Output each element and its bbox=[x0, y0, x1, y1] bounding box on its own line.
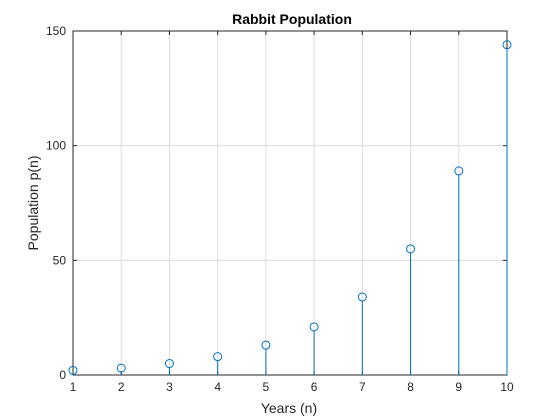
stems bbox=[72, 48, 508, 375]
stem-marker bbox=[406, 244, 416, 254]
axes-frame bbox=[72, 30, 508, 376]
x-tick-label: 8 bbox=[407, 380, 414, 394]
x-axis-label: Years (n) bbox=[261, 400, 317, 416]
y-tick-label: 100 bbox=[46, 139, 66, 153]
chart-title: Rabbit Population bbox=[232, 11, 352, 27]
y-tick-labels: 0 50 100 150 bbox=[46, 24, 66, 382]
stem-marker bbox=[502, 40, 512, 50]
y-tick-label: 150 bbox=[46, 24, 66, 38]
x-tick-label: 7 bbox=[359, 380, 366, 394]
stem-marker bbox=[213, 352, 223, 362]
x-tick-label: 3 bbox=[166, 380, 173, 394]
x-tick-label: 6 bbox=[311, 380, 318, 394]
y-tick-label: 0 bbox=[59, 368, 66, 382]
markers bbox=[68, 40, 512, 375]
y-tick-label: 50 bbox=[53, 253, 67, 267]
axes-box bbox=[72, 30, 508, 376]
y-axis-label: Population p(n) bbox=[25, 156, 41, 251]
stem-marker bbox=[309, 322, 319, 332]
stem-marker bbox=[357, 292, 367, 302]
grid bbox=[72, 30, 508, 376]
x-tick-label: 5 bbox=[263, 380, 270, 394]
x-tick-label: 1 bbox=[70, 380, 77, 394]
x-tick-labels: 1 2 3 4 5 6 7 8 9 10 bbox=[70, 380, 514, 394]
stem-marker bbox=[454, 166, 464, 176]
stem-marker bbox=[261, 340, 271, 350]
x-tick-label: 10 bbox=[500, 380, 514, 394]
stem-marker bbox=[164, 359, 174, 369]
x-tick-label: 2 bbox=[118, 380, 125, 394]
x-tick-label: 4 bbox=[214, 380, 221, 394]
stem-marker bbox=[68, 365, 78, 375]
stem-marker bbox=[116, 363, 126, 373]
x-tick-label: 9 bbox=[455, 380, 462, 394]
